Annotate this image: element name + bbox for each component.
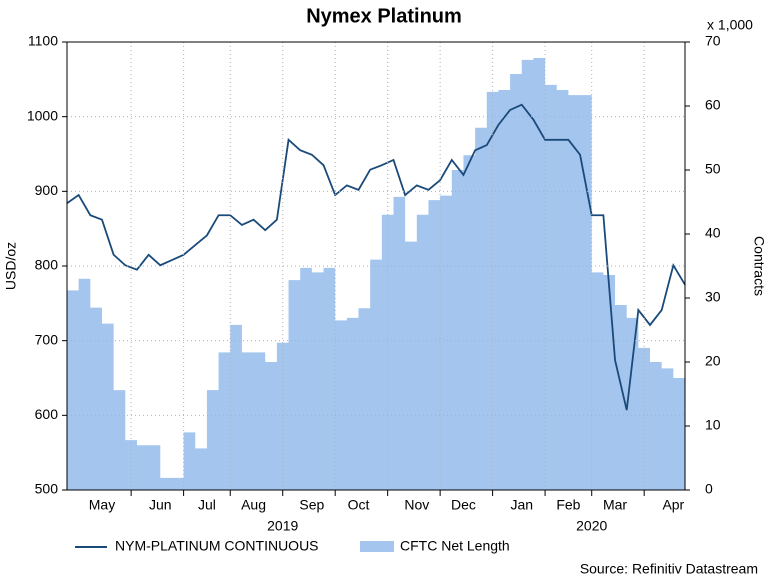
x-tick-label: Jun: [149, 497, 172, 513]
x-tick-label: Sep: [299, 497, 324, 513]
y2-tick-label: 50: [705, 161, 721, 177]
x-tick-label: May: [89, 497, 115, 513]
y-tick-label: 700: [35, 331, 59, 347]
legend-label: CFTC Net Length: [400, 538, 510, 554]
x-tick-label: Nov: [404, 497, 429, 513]
y2-axis-label: Contracts: [751, 236, 767, 296]
line: [66, 103, 686, 411]
year-label: 2019: [267, 518, 298, 534]
x-tick-label: Oct: [348, 497, 370, 513]
y2-tick-label: 70: [705, 33, 721, 49]
x-tick-label: Feb: [556, 497, 580, 513]
y-tick-label: 800: [35, 257, 59, 273]
y2-tick-label: 10: [705, 417, 721, 433]
y2-tick-label: 30: [705, 289, 721, 305]
x-tick-label: Aug: [241, 497, 266, 513]
y-tick-label: 1100: [28, 33, 58, 49]
chart-title: Nymex Platinum: [306, 5, 462, 27]
y2-tick-label: 60: [705, 97, 721, 113]
x-tick-label: Mar: [603, 497, 627, 513]
x-tick-label: Apr: [662, 497, 684, 513]
plot-frame: [66, 41, 686, 491]
y2-tick-label: 20: [705, 353, 721, 369]
y-tick-label: 900: [35, 182, 59, 198]
x-tick-label: Dec: [451, 497, 476, 513]
y-tick-label: 500: [35, 481, 59, 497]
y2-tick-label: 40: [705, 225, 721, 241]
legend-label: NYM-PLATINUM CONTINUOUS: [115, 538, 319, 554]
year-label: 2020: [576, 518, 607, 534]
legend-swatch: [360, 541, 394, 552]
source: Source: Refinitiv Datastream: [580, 561, 758, 577]
x-tick-label: Jan: [510, 497, 533, 513]
area: [67, 58, 685, 490]
x-tick-label: Jul: [198, 497, 216, 513]
y-tick-label: 600: [35, 406, 59, 422]
y-tick-label: 1000: [27, 107, 58, 123]
y2-unit: x 1,000: [707, 17, 753, 33]
y-axis-label: USD/oz: [3, 242, 19, 290]
y2-tick-label: 0: [705, 481, 713, 497]
